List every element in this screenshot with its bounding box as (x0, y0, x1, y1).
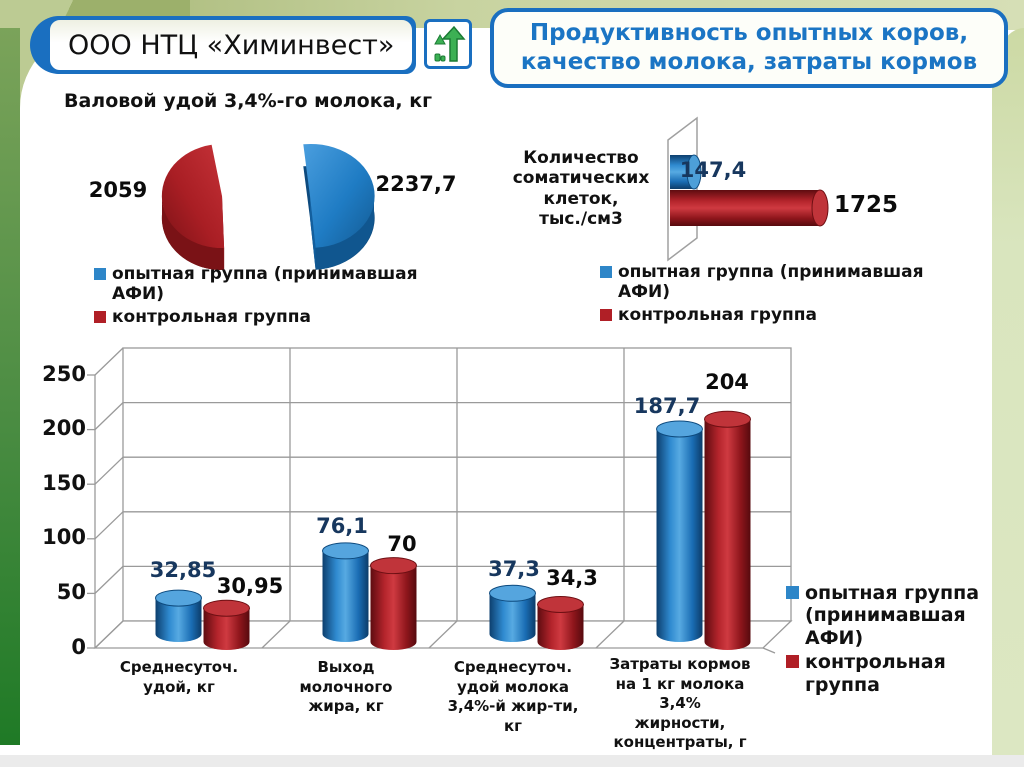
legend-label: контрольная группа (618, 305, 818, 326)
legend-item-control: контрольная группа (94, 307, 430, 327)
somatic-chart (667, 116, 829, 262)
legend-label: опытная группа (принимавшая АФИ) (618, 262, 924, 303)
bar-value-ctl-3: 34,3 (546, 566, 598, 590)
pie-value-experimental: 2237,7 (375, 172, 457, 196)
bar-control-2 (370, 557, 417, 650)
main-bar-chart (87, 347, 793, 654)
category-label-3: Среднесуточ. удой молока 3,4%-й жир-ти, … (447, 658, 579, 735)
legend-swatch-blue (600, 266, 612, 278)
legend-item-experimental: опытная группа (принимавшая АФИ) (786, 582, 990, 649)
somatic-value-control: 1725 (833, 192, 898, 218)
ytick-50: 50 (56, 580, 86, 604)
floor-separators (261, 620, 776, 654)
bar-value-ctl-4: 204 (705, 370, 749, 394)
bar-value-exp-2: 76,1 (316, 514, 368, 538)
flask-shape-2 (440, 55, 446, 62)
arrow-shape (441, 25, 466, 62)
legend-swatch-blue (786, 586, 799, 599)
bar-experimental-1 (155, 589, 202, 642)
bar-experimental-3 (489, 584, 536, 642)
bar-control (670, 189, 829, 227)
bar-control-4 (704, 410, 751, 650)
frame-bottom-band (0, 755, 1024, 767)
pie-legend: опытная группа (принимавшая АФИ) контрол… (94, 264, 430, 327)
bar-experimental-4 (656, 420, 703, 642)
bar-control-3 (537, 596, 584, 650)
org-name-box: ООО НТЦ «Химинвест» (30, 16, 417, 74)
ytick-0: 0 (71, 635, 86, 659)
legend-label: опытная группа (принимавшая АФИ) (805, 582, 980, 649)
org-name-label: ООО НТЦ «Химинвест» (46, 16, 417, 74)
legend-swatch-blue (94, 268, 106, 280)
pie-slice-experimental (303, 143, 375, 270)
bar-value-exp-1: 32,85 (149, 558, 217, 582)
bar-value-ctl-2: 70 (387, 532, 417, 556)
pie-value-control: 2059 (88, 178, 148, 202)
ytick-100: 100 (42, 525, 86, 549)
legend-swatch-red (600, 309, 612, 322)
legend-swatch-red (94, 311, 106, 324)
legend-item-experimental: опытная группа (принимавшая АФИ) (94, 264, 430, 304)
bar-value-exp-3: 37,3 (488, 557, 540, 581)
pie-chart-title: Валовой удой 3,4%-го молока, кг (64, 90, 433, 112)
bar-experimental-2 (322, 542, 369, 642)
ytick-250: 250 (42, 362, 86, 386)
category-label-4: Затраты кормов на 1 кг молока 3,4% жирно… (609, 655, 751, 751)
ytick-150: 150 (42, 471, 86, 495)
bar-experimental (670, 154, 702, 190)
legend-item-control: контрольная группа (600, 305, 936, 325)
tree-shape (434, 33, 446, 45)
legend-swatch-red (786, 655, 799, 669)
bar-control-1 (203, 599, 250, 650)
legend-item-control: контрольная группа (786, 651, 990, 696)
main-chart-legend: опытная группа (принимавшая АФИ) контрол… (786, 582, 990, 696)
somatic-value-experimental: 147,4 (679, 158, 747, 182)
flask-shape (434, 53, 441, 62)
legend-label: контрольная группа (805, 651, 946, 696)
growth-arrow-icon (424, 19, 472, 69)
somatic-legend: опытная группа (принимавшая АФИ) контрол… (600, 262, 936, 325)
category-label-2: Выход молочного жира, кг (299, 658, 393, 715)
bar-value-ctl-1: 30,95 (216, 574, 284, 598)
legend-item-experimental: опытная группа (принимавшая АФИ) (600, 262, 936, 302)
somatic-chart-title: Количество соматических клеток, тыс./см3 (512, 148, 650, 230)
pie-slice-control (161, 144, 225, 271)
category-label-1: Среднесуточ. удой, кг (119, 658, 239, 696)
pie-chart (161, 143, 375, 271)
frame-right-band (992, 28, 1024, 755)
y-axis (87, 347, 124, 649)
bar-value-exp-4: 187,7 (633, 394, 701, 418)
slide-title: Продуктивность опытных коров, качество м… (490, 8, 1008, 88)
legend-label: контрольная группа (112, 307, 312, 328)
ytick-200: 200 (42, 416, 86, 440)
legend-label: опытная группа (принимавшая АФИ) (112, 264, 418, 305)
frame-left-band (0, 28, 20, 745)
